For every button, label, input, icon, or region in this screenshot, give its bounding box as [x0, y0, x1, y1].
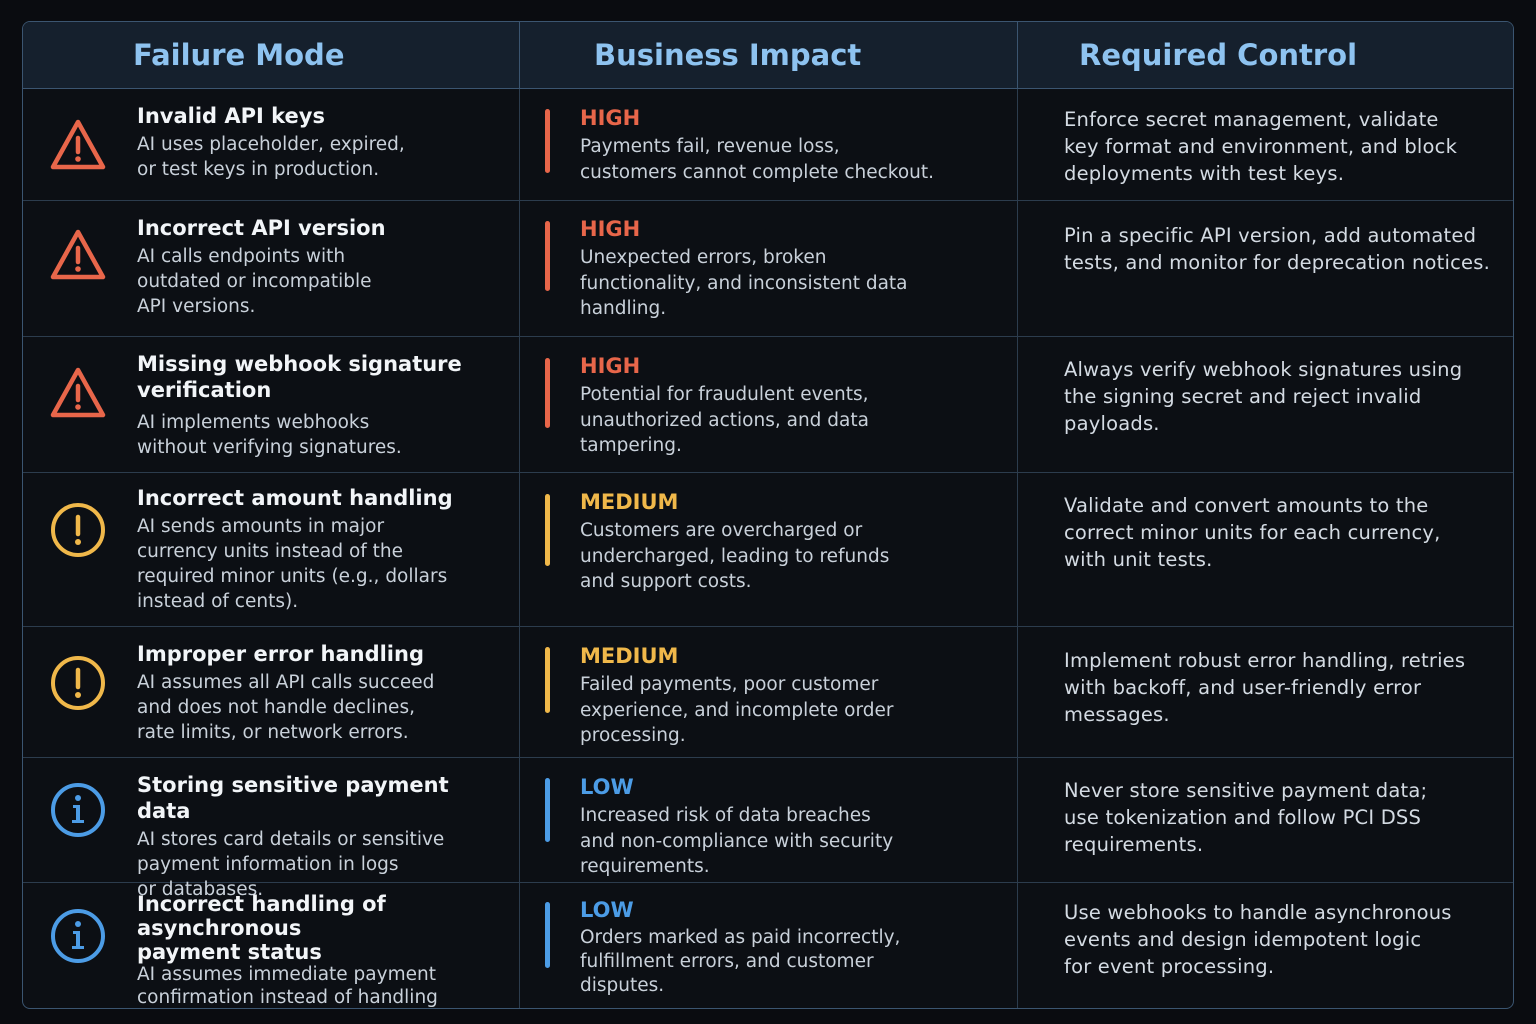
severity-level: MEDIUM — [580, 490, 679, 514]
failure-mode-description: AI calls endpoints with outdated or inco… — [137, 246, 372, 317]
business-impact-cell: LOW Orders marked as paid incorrectly, fu… — [520, 883, 1018, 1008]
failure-mode-cell: Incorrect API version AI calls endpoints … — [23, 201, 520, 337]
required-control-text: Validate and convert amounts to the corr… — [1064, 494, 1441, 571]
failure-mode-description: AI stores card details or sensitive paym… — [137, 829, 445, 900]
warning-triangle-icon — [47, 362, 109, 424]
failure-mode-title: Storing sensitive payment data — [137, 773, 449, 823]
failure-mode-cell: Improper error handling AI assumes all AP… — [23, 627, 520, 758]
required-control-cell: Implement robust error handling, retries… — [1018, 627, 1513, 758]
business-impact-cell: HIGH Unexpected errors, broken functional… — [520, 201, 1018, 337]
failure-mode-cell: Storing sensitive payment data AI stores … — [23, 758, 520, 900]
failure-mode-title: Incorrect handling of asynchronous payme… — [137, 892, 386, 964]
business-impact-cell: HIGH Potential for fraudulent events, una… — [520, 337, 1018, 473]
impact-text: HIGH Payments fail, revenue loss, custome… — [580, 105, 997, 185]
impact-text: LOW Increased risk of data breaches and n… — [580, 774, 997, 880]
failure-mode-description: AI sends amounts in major currency units… — [137, 516, 448, 612]
failure-mode-text: Invalid API keys AI uses placeholder, exp… — [137, 103, 509, 182]
required-control-cell: Always verify webhook signatures using t… — [1018, 337, 1513, 473]
required-control-text: Enforce secret management, validate key … — [1064, 108, 1458, 185]
impact-text: MEDIUM Failed payments, poor customer exp… — [580, 643, 997, 749]
failure-mode-text: Incorrect handling of asynchronous payme… — [137, 892, 509, 1008]
failure-mode-cell: Invalid API keys AI uses placeholder, exp… — [23, 89, 520, 201]
business-impact-cell: MEDIUM Customers are overcharged or under… — [520, 473, 1018, 627]
info-circle-icon — [47, 905, 109, 967]
failure-mode-table-frame: Failure Mode Business Impact Required Co… — [22, 21, 1514, 1009]
required-control-cell: Validate and convert amounts to the corr… — [1018, 473, 1513, 627]
failure-mode-title: Incorrect amount handling — [137, 486, 453, 510]
exclamation-circle-icon — [47, 499, 109, 561]
failure-mode-cell: Incorrect amount handling AI sends amount… — [23, 473, 520, 627]
info-circle-icon — [47, 779, 109, 841]
impact-text: LOW Orders marked as paid incorrectly, fu… — [580, 897, 997, 998]
impact-description: Orders marked as paid incorrectly, fulfi… — [580, 927, 901, 996]
failure-mode-cell: Missing webhook signature verification AI… — [23, 337, 520, 473]
required-control-text: Use webhooks to handle asynchronous even… — [1064, 901, 1452, 978]
exclamation-circle-icon — [47, 652, 109, 714]
required-control-cell: Pin a specific API version, add automate… — [1018, 201, 1513, 337]
failure-mode-text: Incorrect API version AI calls endpoints … — [137, 215, 509, 319]
required-control-text: Implement robust error handling, retries… — [1064, 649, 1466, 726]
required-control-cell: Use webhooks to handle asynchronous even… — [1018, 883, 1513, 1008]
severity-bar — [545, 358, 550, 428]
impact-description: Potential for fraudulent events, unautho… — [580, 384, 869, 456]
severity-level: LOW — [580, 775, 634, 799]
severity-bar — [545, 902, 550, 968]
severity-bar — [545, 109, 550, 173]
failure-mode-text: Improper error handling AI assumes all AP… — [137, 641, 509, 745]
severity-level: HIGH — [580, 217, 641, 241]
required-control-text: Always verify webhook signatures using t… — [1064, 358, 1463, 435]
failure-mode-table: Failure Mode Business Impact Required Co… — [23, 22, 1513, 1008]
business-impact-cell: HIGH Payments fail, revenue loss, custome… — [520, 89, 1018, 201]
required-control-text: Never store sensitive payment data; use … — [1064, 779, 1428, 856]
required-control-cell: Enforce secret management, validate key … — [1018, 89, 1513, 201]
header-required-control: Required Control — [1018, 22, 1513, 89]
failure-mode-description: AI assumes all API calls succeed and doe… — [137, 672, 435, 743]
impact-text: HIGH Potential for fraudulent events, una… — [580, 353, 997, 459]
warning-triangle-icon — [47, 114, 109, 176]
header-failure-mode: Failure Mode — [23, 22, 520, 89]
failure-mode-title: Improper error handling — [137, 642, 424, 666]
failure-mode-description: AI assumes immediate payment confirmatio… — [137, 964, 438, 1008]
severity-level: HIGH — [580, 354, 641, 378]
failure-mode-text: Missing webhook signature verification AI… — [137, 351, 509, 460]
impact-text: MEDIUM Customers are overcharged or under… — [580, 489, 997, 595]
business-impact-cell: LOW Increased risk of data breaches and n… — [520, 758, 1018, 883]
severity-bar — [545, 494, 550, 566]
required-control-text: Pin a specific API version, add automate… — [1064, 224, 1490, 274]
severity-level: HIGH — [580, 106, 641, 130]
business-impact-cell: MEDIUM Failed payments, poor customer exp… — [520, 627, 1018, 758]
severity-level: MEDIUM — [580, 644, 679, 668]
impact-description: Failed payments, poor customer experienc… — [580, 674, 894, 746]
required-control-cell: Never store sensitive payment data; use … — [1018, 758, 1513, 883]
severity-bar — [545, 221, 550, 291]
failure-mode-title: Missing webhook signature verification — [137, 352, 462, 402]
impact-description: Unexpected errors, broken functionality,… — [580, 247, 908, 319]
impact-description: Payments fail, revenue loss, customers c… — [580, 136, 935, 183]
header-business-impact: Business Impact — [520, 22, 1018, 89]
warning-triangle-icon — [47, 224, 109, 286]
failure-mode-title: Incorrect API version — [137, 216, 386, 240]
impact-description: Increased risk of data breaches and non-… — [580, 805, 894, 877]
failure-mode-description: AI uses placeholder, expired, or test ke… — [137, 134, 405, 180]
failure-mode-description: AI implements webhooks without verifying… — [137, 412, 402, 458]
severity-level: LOW — [580, 898, 634, 922]
severity-bar — [545, 647, 550, 713]
failure-mode-text: Incorrect amount handling AI sends amount… — [137, 485, 509, 614]
impact-description: Customers are overcharged or undercharge… — [580, 520, 890, 592]
impact-text: HIGH Unexpected errors, broken functional… — [580, 216, 997, 322]
failure-mode-cell: Incorrect handling of asynchronous payme… — [23, 883, 520, 1008]
severity-bar — [545, 778, 550, 842]
failure-mode-text: Storing sensitive payment data AI stores … — [137, 772, 509, 902]
failure-mode-title: Invalid API keys — [137, 104, 325, 128]
